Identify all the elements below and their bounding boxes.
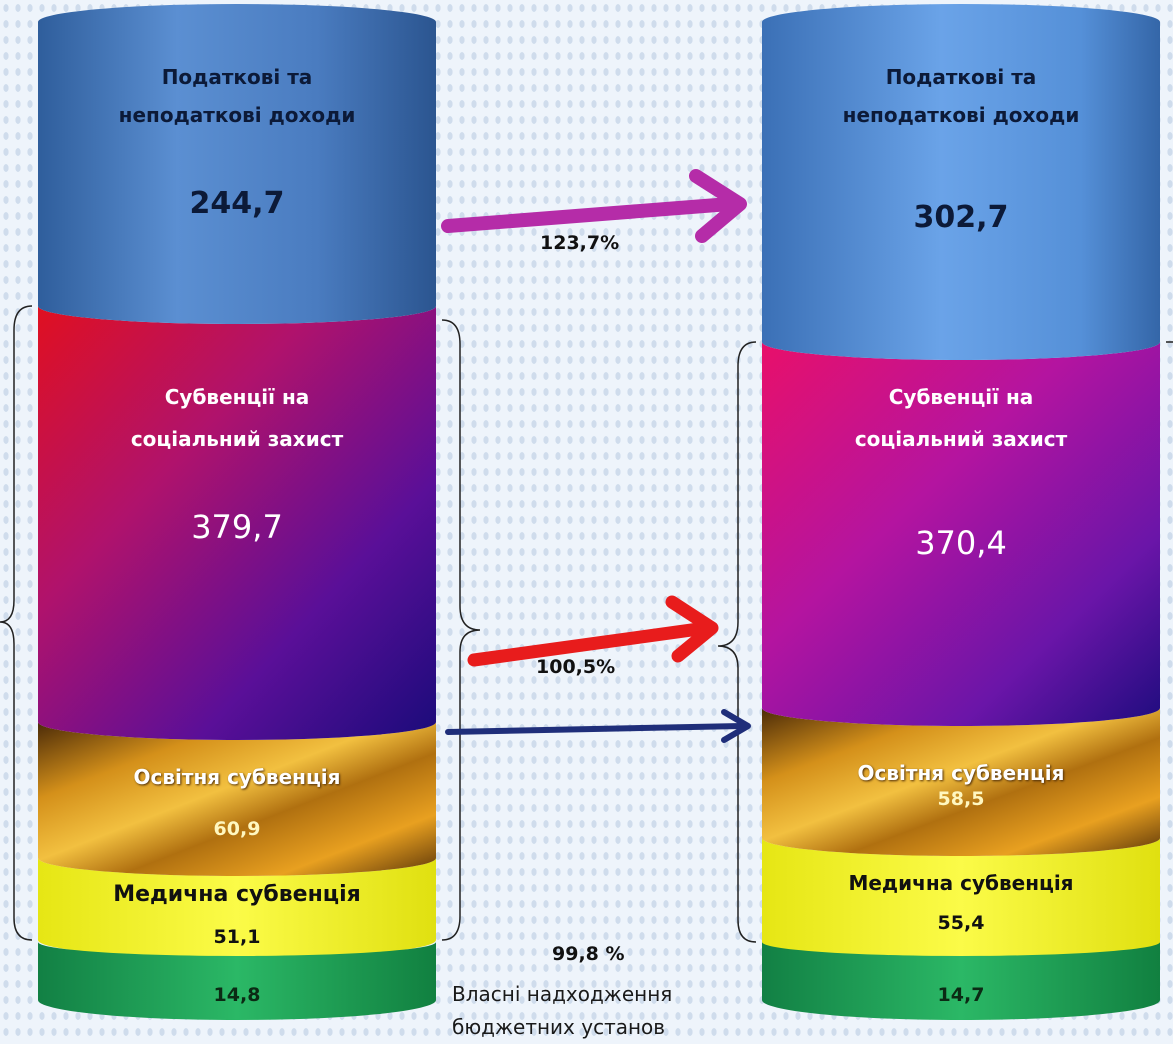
- arrow-subvention-growth: [467, 595, 719, 667]
- pct-tax: 123,7%: [540, 232, 620, 254]
- left-medical-label: Медична субвенція: [113, 882, 361, 907]
- left-social-value: 379,7: [191, 508, 283, 546]
- right-social-label-1: Субвенції на: [888, 385, 1034, 409]
- bar-left-tax: [38, 4, 436, 324]
- bar-left-own-band: [38, 942, 436, 1020]
- bar-right-tax: [762, 4, 1160, 360]
- bar-left-social: [38, 306, 436, 740]
- bar-right-medical: [762, 838, 1160, 960]
- left-social-label-2: соціальний захист: [130, 427, 344, 451]
- bar-right-social: [762, 342, 1160, 726]
- bar-right-own-band: [762, 942, 1160, 1020]
- right-social-label-2: соціальний захист: [854, 427, 1068, 451]
- right-medical-value: 55,4: [937, 912, 985, 934]
- left-tax-label-1: Податкові та: [161, 65, 313, 89]
- pct-subventions: 100,5%: [536, 656, 616, 678]
- bar-right-education: [762, 708, 1160, 856]
- left-brace: [0, 305, 33, 941]
- left-education-label: Освітня субвенція: [133, 765, 341, 789]
- own-revenue-caption-1: Власні надходження: [452, 982, 673, 1006]
- right-own-value: 14,7: [937, 984, 985, 1006]
- left-bracket-right: [441, 319, 481, 941]
- left-tax-label-2: неподаткові доходи: [118, 103, 356, 127]
- right-tax-value: 302,7: [913, 200, 1009, 235]
- bar-left-medical: [38, 858, 436, 958]
- bar-left-education: [38, 722, 436, 876]
- right-social-value: 370,4: [915, 524, 1007, 562]
- own-revenue-caption-2: бюджетних установ: [452, 1015, 666, 1039]
- left-tax-value: 244,7: [189, 186, 285, 221]
- pct-own: 99,8 %: [552, 943, 625, 965]
- right-brace: [717, 341, 757, 943]
- left-medical-value: 51,1: [213, 926, 261, 948]
- arrow-tax-growth: [441, 169, 747, 243]
- right-tax-label-1: Податкові та: [885, 65, 1037, 89]
- right-medical-label: Медична субвенція: [848, 871, 1074, 895]
- right-education-value: 58,5: [937, 788, 985, 810]
- left-social-label-1: Субвенції на: [164, 385, 310, 409]
- right-tax-label-2: неподаткові доходи: [842, 103, 1080, 127]
- right-education-label: Освітня субвенція: [857, 761, 1065, 785]
- left-education-value: 60,9: [213, 818, 261, 840]
- arrow-own-growth: [445, 709, 751, 743]
- left-own-value: 14,8: [213, 984, 261, 1006]
